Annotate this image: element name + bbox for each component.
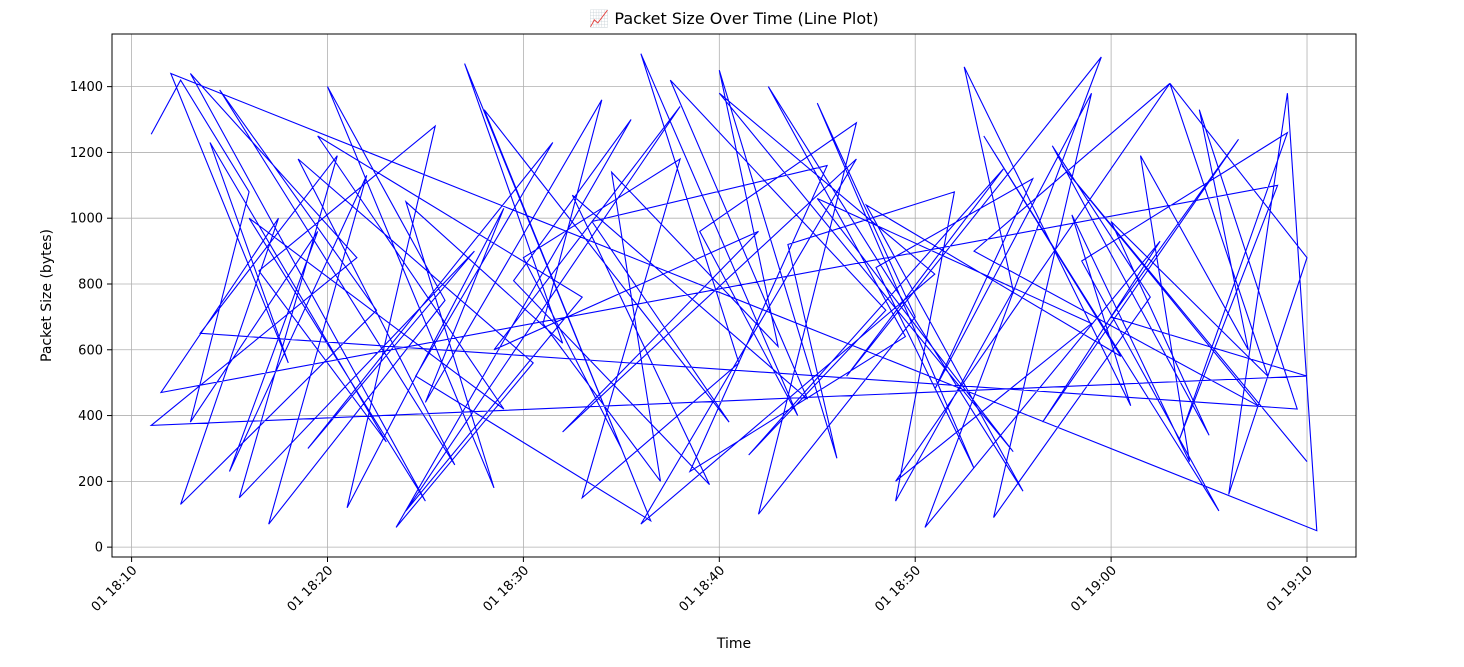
- y-tick-label: 800: [78, 277, 103, 292]
- x-axis-label: Time: [716, 636, 751, 652]
- plot-frame: [111, 33, 1357, 558]
- x-tick-label: 01 18:20: [285, 563, 337, 615]
- y-tick-label: 1000: [70, 212, 103, 227]
- y-tick-label: 1400: [70, 80, 103, 95]
- y-tick-label: 600: [78, 343, 103, 358]
- x-tick-label: 01 18:30: [481, 563, 533, 615]
- series-layer: [149, 53, 1318, 532]
- series-line: [149, 53, 1318, 532]
- y-tick-label: 200: [78, 475, 103, 490]
- x-axis-ticks: 01 18:10 01 18:20 01 18:30 01 18:40 01 18:50…: [89, 557, 1316, 615]
- x-tick-label: 01 18:50: [872, 563, 924, 615]
- y-axis-label: Packet Size (bytes): [39, 229, 55, 362]
- y-tick-label: 400: [78, 409, 103, 424]
- y-tick-label: 1200: [70, 146, 103, 161]
- y-axis-ticks: 0 200 400 600 800 1000 1200 1400: [70, 80, 112, 556]
- chart-title: 📈 Packet Size Over Time (Line Plot): [589, 9, 878, 28]
- x-tick-label: 01 18:40: [676, 563, 728, 615]
- y-tick-label: 0: [95, 541, 103, 556]
- x-tick-label: 01 19:00: [1068, 563, 1120, 615]
- x-tick-label: 01 18:10: [89, 563, 141, 615]
- x-tick-label: 01 19:10: [1264, 563, 1316, 615]
